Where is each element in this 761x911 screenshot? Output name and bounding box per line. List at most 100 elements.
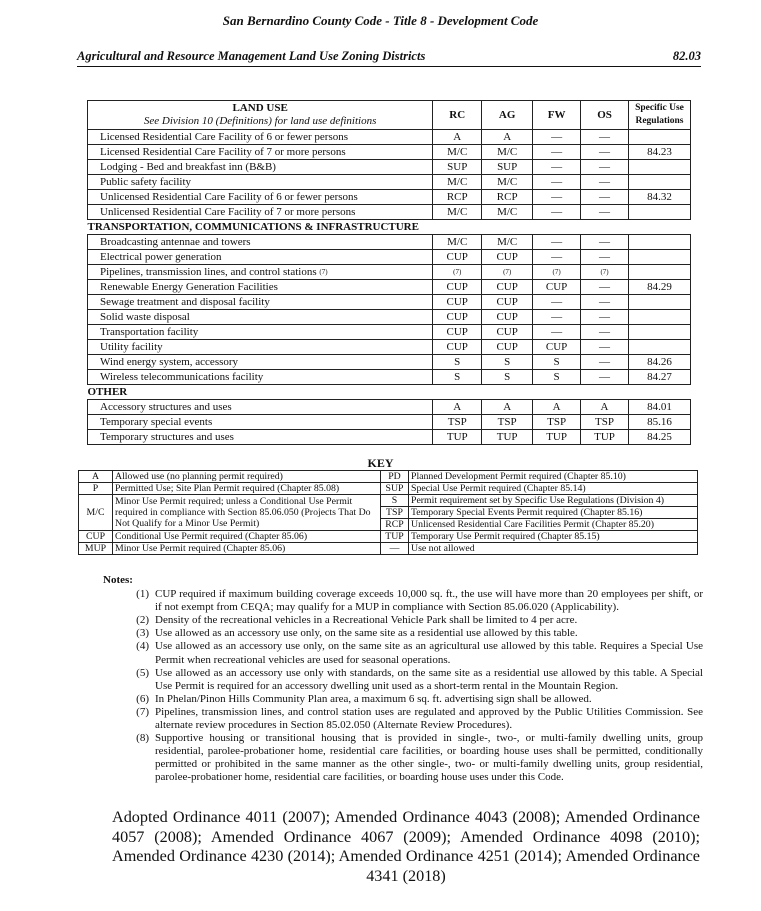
zone-permit-cell: TSP: [432, 414, 483, 430]
zone-permit-cell: CUP: [432, 279, 483, 295]
zone-permit-cell: M/C: [432, 204, 483, 220]
note-item: (8) Supportive housing or transitional ho…: [103, 732, 703, 784]
zone-permit-cell: TUP: [481, 429, 534, 445]
zone-permit-cell: —: [532, 294, 582, 310]
zone-permit-cell: —: [580, 144, 629, 160]
zone-permit-cell: CUP: [432, 249, 483, 265]
table-row: Temporary special events TSP TSP TSP TSP 85.1…: [86, 414, 691, 430]
section-number: 82.03: [672, 49, 701, 63]
table-row: Wireless telecommunications facility S S S —…: [86, 369, 691, 385]
zone-permit-cell: M/C: [481, 234, 534, 250]
zone-permit-cell: M/C: [481, 204, 534, 220]
key-description: Conditional Use Permit required (Chapter…: [112, 530, 381, 543]
note-number: (7): [136, 705, 149, 718]
zone-permit-cell: S: [481, 369, 534, 385]
note-item: (3) Use allowed as an accessory use only,…: [103, 627, 703, 640]
zone-permit-cell: RCP: [481, 189, 534, 205]
key-description: Temporary Use Permit required (Chapter 8…: [408, 530, 698, 543]
specific-use-ref: 84.25: [628, 429, 691, 445]
notes-title: Notes:: [103, 574, 133, 586]
key-code: A: [78, 470, 113, 483]
specific-use-ref: [628, 264, 691, 280]
land-use-name: Unlicensed Residential Care Facility of …: [86, 189, 434, 205]
specific-use-ref: [628, 204, 691, 220]
zone-permit-cell: —: [532, 189, 582, 205]
key-row: RCP Unlicensed Residential Care Facilitie…: [79, 518, 698, 531]
column-header: OS: [580, 100, 629, 130]
key-description: Special Use Permit required (Chapter 85.…: [408, 482, 698, 495]
zone-permit-cell: M/C: [432, 144, 483, 160]
table-row: Broadcasting antennae and towers M/C M/C — —: [86, 234, 691, 250]
key-description: Minor Use Permit required; unless a Cond…: [112, 494, 381, 531]
table-row: Lodging - Bed and breakfast inn (B&B) SUP…: [86, 159, 691, 175]
section-row: OTHER: [88, 385, 691, 400]
key-code: SUP: [380, 482, 409, 495]
zone-permit-cell: CUP: [432, 309, 483, 325]
specific-use-ref: [628, 324, 691, 340]
specific-use-ref: [628, 159, 691, 175]
zone-permit-cell: (7): [432, 264, 483, 280]
specific-use-ref: [628, 249, 691, 265]
land-use-name: Licensed Residential Care Facility of 7 …: [86, 144, 434, 160]
table-row: Unlicensed Residential Care Facility of …: [86, 204, 691, 220]
specific-use-ref: [628, 339, 691, 355]
ordinance-history: Adopted Ordinance 4011 (2007); Amended O…: [112, 808, 700, 885]
table-row: Accessory structures and uses A A A A 84.01: [86, 399, 691, 415]
section-subtitle: Agricultural and Resource Management Lan…: [77, 49, 426, 63]
zone-permit-cell: CUP: [481, 339, 534, 355]
zone-permit-cell: —: [532, 234, 582, 250]
key-title: KEY: [367, 456, 394, 470]
specific-use-ref: 84.32: [628, 189, 691, 205]
specific-use-ref: 85.16: [628, 414, 691, 430]
land-use-name: Wind energy system, accessory: [86, 354, 434, 370]
table-row: Temporary structures and uses TUP TUP TUP TU…: [86, 429, 691, 445]
zone-permit-cell: CUP: [532, 339, 582, 355]
key-row: CUP Conditional Use Permit required (Chap…: [78, 530, 698, 543]
key-code: CUP: [78, 530, 113, 543]
section-heading: TRANSPORTATION, COMMUNICATIONS & INFRAST…: [87, 221, 419, 233]
key-row: M/C Minor Use Permit required; unless a C…: [78, 494, 698, 531]
key-description: Temporary Special Events Permit required…: [408, 506, 698, 519]
note-reference: (7): [319, 268, 328, 276]
zone-permit-cell: (7): [532, 264, 582, 280]
zone-permit-cell: CUP: [481, 309, 534, 325]
zone-permit-cell: —: [580, 159, 629, 175]
zone-permit-cell: —: [580, 324, 629, 340]
note-text: Use allowed as an accessory use only, on…: [155, 640, 703, 666]
key-code: M/C: [78, 494, 113, 531]
note-text: Supportive housing or transitional housi…: [155, 732, 703, 784]
zone-permit-cell: TSP: [481, 414, 534, 430]
zone-permit-cell: CUP: [481, 279, 534, 295]
land-use-name: Unlicensed Residential Care Facility of …: [86, 204, 434, 220]
key-code: PD: [380, 470, 409, 483]
land-use-name: Sewage treatment and disposal facility: [86, 294, 434, 310]
table-row: Sewage treatment and disposal facility CU…: [86, 294, 691, 310]
zone-permit-cell: CUP: [481, 249, 534, 265]
land-use-name: Lodging - Bed and breakfast inn (B&B): [86, 159, 434, 175]
table-row: Public safety facility M/C M/C — —: [86, 174, 691, 190]
zone-permit-cell: —: [580, 369, 629, 385]
zone-permit-cell: CUP: [432, 339, 483, 355]
zone-permit-cell: —: [580, 339, 629, 355]
note-item: (5) Use allowed as an accessory use only …: [103, 667, 703, 693]
note-number: (1): [136, 588, 149, 601]
land-use-name: Solid waste disposal: [86, 309, 434, 325]
key-code: P: [78, 482, 113, 495]
zone-permit-cell: —: [580, 129, 629, 145]
key-table: A Allowed use (no planning permit require…: [78, 470, 698, 555]
specific-use-ref: 84.27: [628, 369, 691, 385]
zone-permit-cell: SUP: [432, 159, 483, 175]
land-use-header: LAND USE See Division 10 (Definitions) fo…: [86, 100, 434, 130]
zone-permit-cell: —: [580, 234, 629, 250]
table-row: Utility facility CUP CUP CUP —: [86, 339, 691, 355]
zone-permit-cell: —: [532, 249, 582, 265]
land-use-name: Utility facility: [86, 339, 434, 355]
table-row: Transportation facility CUP CUP — —: [86, 324, 691, 340]
zone-permit-cell: A: [481, 129, 534, 145]
zone-permit-cell: S: [432, 354, 483, 370]
table-row: Unlicensed Residential Care Facility of …: [86, 189, 691, 205]
zone-permit-cell: A: [532, 399, 582, 415]
zone-permit-cell: A: [432, 129, 483, 145]
section-row: TRANSPORTATION, COMMUNICATIONS & INFRAST…: [88, 220, 691, 235]
